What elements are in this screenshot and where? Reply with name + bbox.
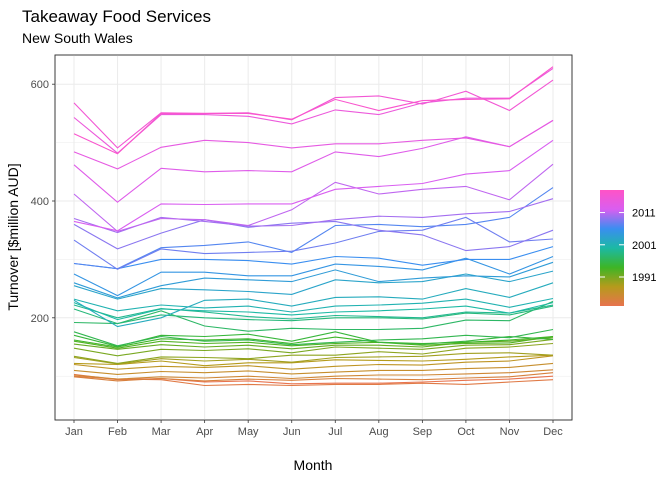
series-line-2007 (73, 187, 554, 270)
series-line-2010 (73, 198, 554, 234)
series-line-2006 (73, 246, 554, 270)
x-tick-label: Jan (65, 426, 83, 438)
series-line-2005 (73, 255, 554, 297)
y-tick-label: 400 (31, 196, 49, 208)
x-tick-label: May (238, 426, 259, 438)
legend-colorbar (600, 190, 624, 306)
series-line-1985 (73, 369, 554, 380)
series-line-2003 (73, 270, 554, 300)
series-line-2012 (73, 139, 554, 232)
series-line-1998 (73, 305, 554, 325)
x-tick-label: Jul (328, 426, 342, 438)
series-line-2013 (73, 119, 554, 203)
series-line-1996 (73, 328, 554, 347)
series-line-1989 (73, 352, 554, 365)
series-line-2002 (73, 282, 554, 328)
plot-border (54, 54, 573, 421)
major-gridlines (55, 55, 572, 420)
x-tick-label: Oct (457, 426, 474, 438)
y-tick-label: 600 (31, 79, 49, 91)
series-line-1990 (73, 342, 554, 364)
x-tick-label: Aug (369, 426, 389, 438)
legend-tick-label: 2001 (632, 240, 656, 252)
legend-ticks: 1991 2001 2011 (600, 208, 656, 284)
series-line-2000 (73, 302, 554, 321)
series-line-1995 (73, 331, 554, 347)
legend-tick-label: 2011 (632, 208, 656, 220)
plot-panel (54, 54, 573, 421)
series-line-1991 (73, 338, 554, 357)
x-tick-label: Feb (108, 426, 127, 438)
series-line-1983 (73, 375, 554, 387)
chart-title: Takeaway Food Services (22, 7, 211, 26)
x-tick-label: Apr (196, 426, 213, 438)
y-axis-title: Turnover [$million AUD] (5, 163, 21, 310)
series-line-1993 (73, 335, 554, 349)
x-axis-ticks: Jan Feb Mar Apr May Jun Jul Aug Sep Oct Nov Dec (65, 420, 563, 438)
series-line-2015 (73, 67, 554, 154)
x-axis-title: Month (294, 457, 333, 473)
series-line-2004 (73, 261, 554, 299)
series-line-2017 (73, 66, 554, 155)
series-line-1986 (73, 362, 554, 375)
series-line-1984 (73, 372, 554, 382)
series-line-1994 (73, 335, 554, 348)
series-line-2008 (73, 216, 554, 270)
x-tick-label: Dec (543, 426, 563, 438)
y-axis-ticks: 200 400 600 (31, 79, 55, 325)
series-lines (73, 66, 554, 387)
y-tick-label: 200 (31, 313, 49, 325)
series-line-1987 (73, 355, 554, 370)
legend-tick-label: 1991 (632, 272, 656, 284)
x-tick-label: Nov (500, 426, 520, 438)
series-line-2001 (73, 297, 554, 313)
x-tick-label: Mar (152, 426, 171, 438)
chart-subtitle: New South Wales (22, 30, 133, 46)
series-line-1988 (73, 354, 554, 367)
x-tick-label: Sep (413, 426, 433, 438)
series-line-2014 (73, 119, 554, 170)
x-tick-label: Jun (283, 426, 301, 438)
series-line-1997 (73, 300, 554, 332)
series-line-1999 (73, 304, 554, 320)
